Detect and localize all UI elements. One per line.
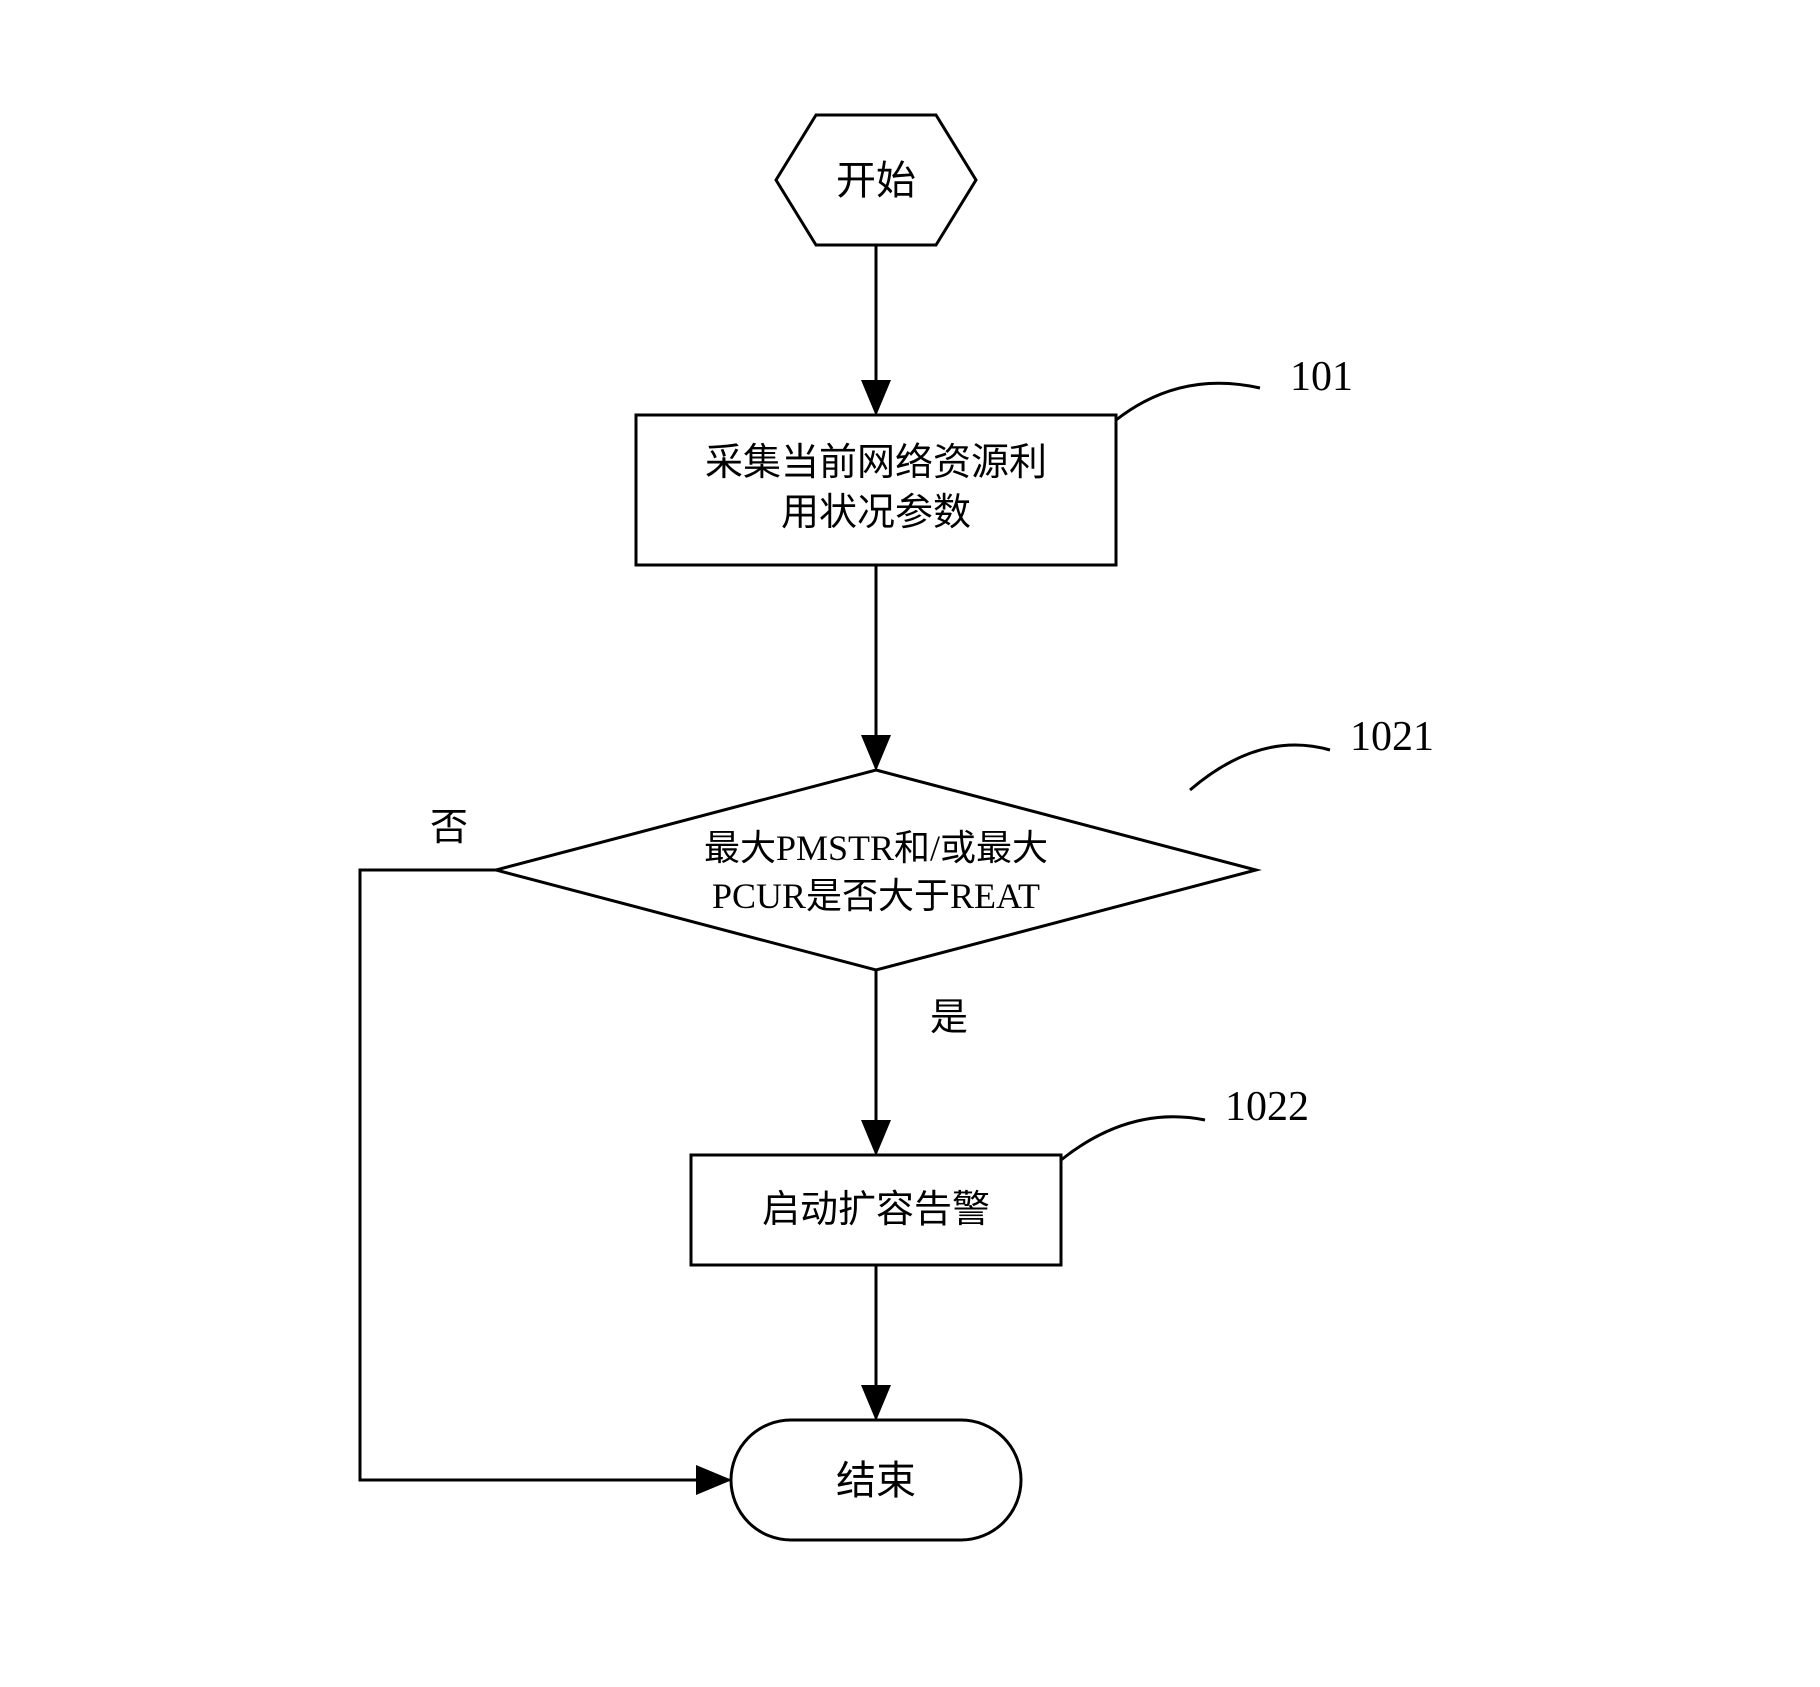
end-node: 结束	[731, 1420, 1021, 1540]
callout-1022: 1022	[1061, 1084, 1309, 1160]
edge-no-label: 否	[430, 807, 468, 849]
callout-101-label: 101	[1290, 354, 1353, 400]
decision-1021-label-line2: PCUR是否大于REAT	[712, 876, 1040, 916]
start-node: 开始	[776, 115, 976, 245]
decision-1021-label-line1: 最大PMSTR和/或最大	[704, 828, 1048, 868]
callout-1021-label: 1021	[1350, 714, 1434, 760]
decision-1021-node: 最大PMSTR和/或最大 PCUR是否大于REAT	[496, 770, 1256, 970]
edge-1021-to-1022: 是	[876, 970, 968, 1153]
step-1022-label: 启动扩容告警	[762, 1189, 990, 1231]
step-1022-node: 启动扩容告警	[691, 1155, 1061, 1265]
step-101-label-line2: 用状况参数	[781, 492, 971, 534]
callout-101: 101	[1116, 354, 1353, 420]
callout-1021: 1021	[1190, 714, 1434, 790]
end-label: 结束	[836, 1458, 916, 1503]
callout-1022-label: 1022	[1225, 1084, 1309, 1130]
edge-yes-label: 是	[930, 997, 968, 1039]
step-101-node: 采集当前网络资源利 用状况参数	[636, 415, 1116, 565]
start-label: 开始	[836, 158, 916, 203]
edge-1021-no-to-end: 否	[360, 807, 729, 1480]
flowchart-diagram: 开始 采集当前网络资源利 用状况参数 101 最大PMSTR和/或最大 PCUR…	[0, 0, 1820, 1687]
step-101-label-line1: 采集当前网络资源利	[705, 442, 1047, 484]
